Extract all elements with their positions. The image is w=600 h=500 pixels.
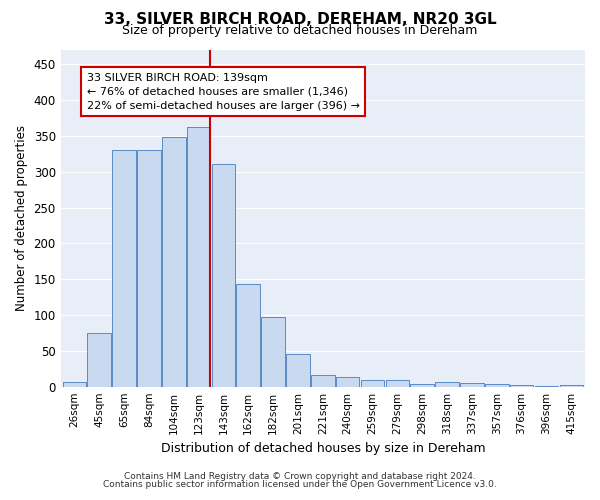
Bar: [510, 385, 533, 386]
Text: Contains HM Land Registry data © Crown copyright and database right 2024.: Contains HM Land Registry data © Crown c…: [124, 472, 476, 481]
Bar: [410, 384, 434, 386]
Text: Contains public sector information licensed under the Open Government Licence v3: Contains public sector information licen…: [103, 480, 497, 489]
Bar: [336, 376, 359, 386]
Bar: [162, 138, 185, 386]
Bar: [386, 380, 409, 386]
Bar: [311, 374, 335, 386]
Text: 33, SILVER BIRCH ROAD, DEREHAM, NR20 3GL: 33, SILVER BIRCH ROAD, DEREHAM, NR20 3GL: [104, 12, 496, 28]
Text: 33 SILVER BIRCH ROAD: 139sqm
← 76% of detached houses are smaller (1,346)
22% of: 33 SILVER BIRCH ROAD: 139sqm ← 76% of de…: [87, 73, 360, 111]
Bar: [560, 384, 583, 386]
Bar: [212, 164, 235, 386]
Bar: [137, 150, 161, 386]
Bar: [236, 284, 260, 386]
Text: Size of property relative to detached houses in Dereham: Size of property relative to detached ho…: [122, 24, 478, 37]
Bar: [435, 382, 459, 386]
Bar: [187, 128, 211, 386]
Bar: [62, 382, 86, 386]
X-axis label: Distribution of detached houses by size in Dereham: Distribution of detached houses by size …: [161, 442, 485, 455]
Bar: [262, 317, 285, 386]
Bar: [286, 354, 310, 386]
Bar: [112, 150, 136, 386]
Y-axis label: Number of detached properties: Number of detached properties: [15, 126, 28, 312]
Bar: [88, 333, 111, 386]
Bar: [485, 384, 509, 386]
Bar: [361, 380, 385, 386]
Bar: [460, 383, 484, 386]
